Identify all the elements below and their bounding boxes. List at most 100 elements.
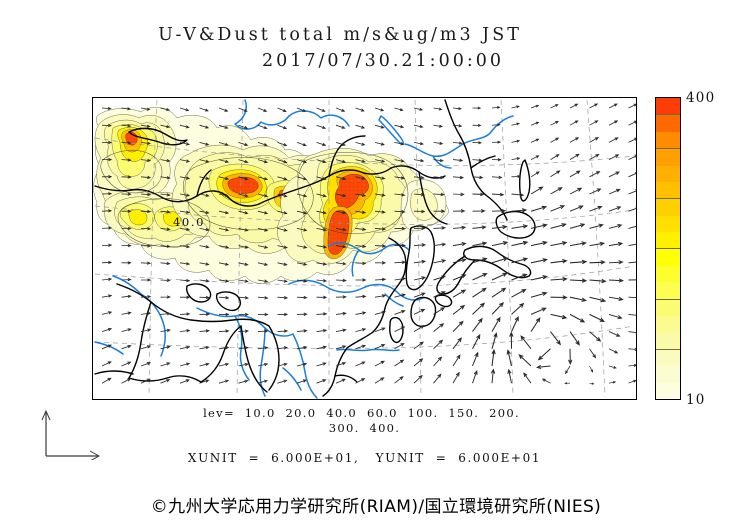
wind-vector-arrow [238, 176, 249, 181]
wind-vector-arrow [433, 158, 444, 163]
wind-vector-arrow [394, 210, 406, 214]
wind-vector-arrow [218, 193, 230, 198]
wind-vector-arrow [589, 137, 600, 143]
colorbar-band [656, 316, 680, 333]
wind-vector-arrow [335, 142, 346, 146]
wind-vector-arrow [140, 328, 152, 333]
wind-vector-arrow [433, 259, 447, 264]
wind-vector-arrow [199, 227, 210, 232]
wind-vector-arrow [550, 258, 568, 264]
wind-vector-arrow [316, 312, 328, 316]
wind-vector-arrow [355, 244, 367, 249]
wind-vector-arrow [550, 120, 559, 126]
wind-vector-arrow [238, 262, 249, 266]
wind-vector-arrow [413, 107, 424, 111]
wind-vector-arrow [511, 302, 525, 315]
wind-vector-arrow [511, 105, 520, 109]
wind-vector-arrow [316, 295, 328, 300]
wind-vector-arrow [394, 309, 406, 315]
wind-vector-arrow [374, 159, 386, 163]
colorbar-band [656, 114, 680, 132]
wind-vector-arrow [355, 294, 367, 299]
wind-vector-arrow [121, 175, 132, 179]
wind-vector-arrow [102, 158, 113, 162]
wind-vector-arrow [140, 295, 152, 299]
wind-vector-arrow [530, 155, 540, 160]
wind-vector-arrow [199, 329, 210, 333]
wind-vector-arrow [257, 329, 269, 333]
wind-vector-arrow [179, 244, 191, 249]
wind-vector-arrow [179, 312, 191, 316]
wind-vector-arrow [277, 159, 288, 164]
wind-vector-arrow [472, 192, 485, 197]
wind-vector-arrow [257, 159, 269, 164]
wind-vector-arrow [413, 209, 426, 214]
wind-vector-arrow [452, 192, 465, 197]
map-canvas: 40.0 [93, 99, 636, 399]
wind-vector-arrow [394, 159, 405, 163]
wind-vector-arrow [608, 224, 623, 229]
wind-vector-arrow [550, 137, 560, 143]
wind-vector-arrow [199, 107, 209, 112]
wind-vector-arrow [355, 210, 367, 214]
wind-vector-arrow [472, 208, 486, 213]
wind-vector-arrow [140, 378, 151, 384]
wind-vector-arrow [355, 193, 367, 197]
wind-vector-arrow [608, 365, 617, 369]
wind-vector-arrow [199, 245, 210, 249]
wind-vector-arrow [238, 227, 249, 232]
wind-vector-arrow [608, 313, 623, 320]
wind-vector-arrow [316, 328, 328, 333]
colorbar-band [656, 198, 680, 216]
colorbar-band [656, 97, 680, 115]
wind-vector-arrow [628, 189, 636, 195]
wind-vector-arrow [568, 348, 573, 365]
wind-vector-arrow [218, 159, 230, 164]
wind-vector-arrow [491, 140, 502, 144]
wind-vector-arrow [316, 142, 327, 147]
wind-vector-arrow [374, 377, 385, 384]
wind-vector-arrow [413, 341, 424, 350]
wind-vector-arrow [537, 348, 551, 361]
wind-vector-arrow [121, 278, 132, 282]
colorbar-band [656, 248, 680, 266]
wind-vector-arrow [257, 279, 269, 283]
wind-vector-arrow [608, 278, 624, 283]
wind-vector-arrow [394, 226, 406, 231]
wind-vector-arrow [530, 240, 548, 247]
wind-vector-arrow [355, 378, 366, 384]
wind-vector-arrow [218, 142, 229, 146]
wind-vector-arrow [121, 124, 132, 128]
wind-vector-arrow [316, 379, 327, 384]
wind-vector-arrow [179, 124, 190, 129]
wind-vector-arrow [199, 312, 211, 316]
wind-vector-arrow [238, 193, 249, 198]
wind-vector-arrow [277, 227, 288, 232]
wind-vector-arrow [530, 317, 541, 332]
wind-vector-arrow [628, 331, 636, 335]
wind-vector-arrow [219, 312, 230, 317]
wind-vector-arrow [277, 193, 288, 198]
wind-vector-arrow [277, 142, 288, 147]
wind-vector-arrow [335, 193, 347, 198]
wind-vector-arrow [413, 358, 424, 367]
wind-vector-arrow [491, 316, 501, 332]
wind-vector-arrow [491, 106, 501, 109]
dust-forecast-map[interactable]: 40.0 [92, 97, 637, 400]
wind-vector-arrow [121, 107, 132, 111]
wind-vector-arrow [121, 361, 132, 367]
wind-vector-arrow [569, 205, 584, 212]
wind-vector-arrow [101, 175, 113, 179]
wind-vector-arrow [335, 176, 347, 181]
dust-colorbar[interactable] [655, 97, 681, 400]
wind-vector-arrow [374, 124, 385, 129]
wind-vector-arrow [589, 103, 599, 109]
wind-vector-arrow [569, 278, 588, 283]
wind-vector-arrow [608, 206, 622, 212]
wind-vector-arrow [218, 176, 230, 181]
wind-vector-arrow [520, 335, 532, 350]
wind-vector-arrow [179, 159, 191, 163]
wind-vector-arrow [296, 262, 308, 266]
wind-vector-arrow [160, 244, 171, 248]
dust-band-100-sw-b [163, 211, 181, 227]
